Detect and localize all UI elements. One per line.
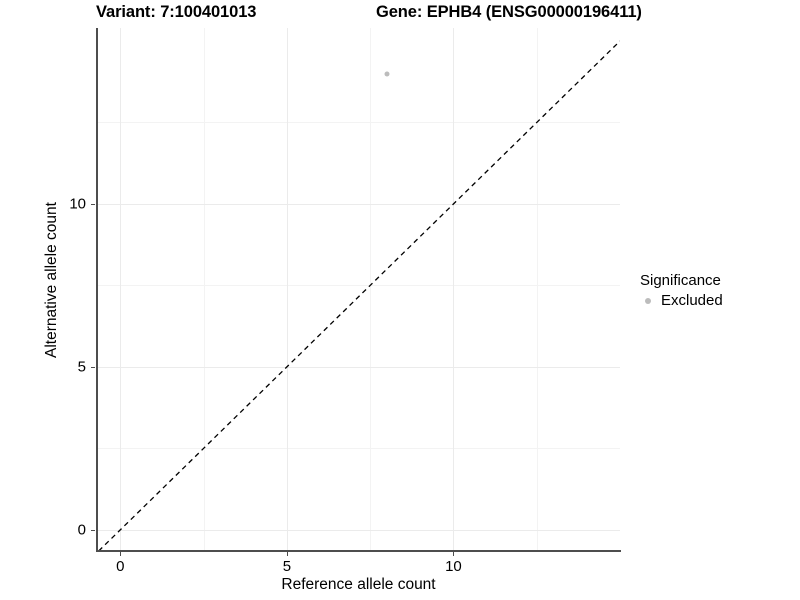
x-axis-line <box>96 550 621 552</box>
legend-title: Significance <box>640 272 721 289</box>
gridline-major-vertical <box>453 28 455 551</box>
gridline-minor-horizontal <box>97 122 620 124</box>
x-axis-tick <box>286 552 288 556</box>
gridline-minor-horizontal <box>97 285 620 287</box>
gridline-major-horizontal <box>97 203 620 205</box>
gridline-minor-horizontal <box>97 448 620 450</box>
y-axis-title: Alternative allele count <box>43 202 60 358</box>
legend-dot-icon <box>645 297 651 304</box>
y-axis-tick <box>91 529 95 531</box>
y-axis-tick-label: 0 <box>77 521 86 539</box>
gridline-minor-vertical <box>536 28 538 551</box>
x-axis-tick-label: 0 <box>116 558 125 575</box>
variant-title: Variant: 7:100401013 <box>96 3 257 21</box>
x-axis-tick-label: 5 <box>282 558 292 575</box>
y-axis-tick <box>91 366 95 368</box>
legend: Significance Excluded <box>640 272 800 309</box>
gene-title: Gene: EPHB4 (ENSG00000196411) <box>376 3 642 21</box>
legend-items: Excluded <box>640 292 800 309</box>
y-axis-tick-label: 5 <box>77 358 86 376</box>
x-axis-tick-label: 10 <box>445 558 462 575</box>
legend-item-label: Excluded <box>661 292 723 309</box>
y-axis-tick-label: 10 <box>69 195 86 213</box>
gridline-major-horizontal <box>97 366 620 368</box>
x-axis-tick <box>120 552 122 556</box>
identity-line <box>98 40 620 551</box>
gridline-minor-vertical <box>203 28 205 551</box>
plot-title-row: Variant: 7:100401013 Gene: EPHB4 (ENSG00… <box>0 3 800 25</box>
gridline-minor-vertical <box>370 28 372 551</box>
gridline-major-horizontal <box>97 529 620 531</box>
y-axis-tick <box>91 203 95 205</box>
gridline-major-vertical <box>120 28 122 551</box>
data-point[interactable] <box>384 71 390 77</box>
legend-item[interactable]: Excluded <box>640 292 800 309</box>
y-axis-line <box>96 28 98 552</box>
plot-panel <box>97 28 620 551</box>
gridline-major-vertical <box>286 28 288 551</box>
point-marker <box>640 293 656 309</box>
x-axis-tick <box>453 552 455 556</box>
identity-line-segment <box>98 40 620 551</box>
x-axis-title: Reference allele count <box>281 576 436 593</box>
